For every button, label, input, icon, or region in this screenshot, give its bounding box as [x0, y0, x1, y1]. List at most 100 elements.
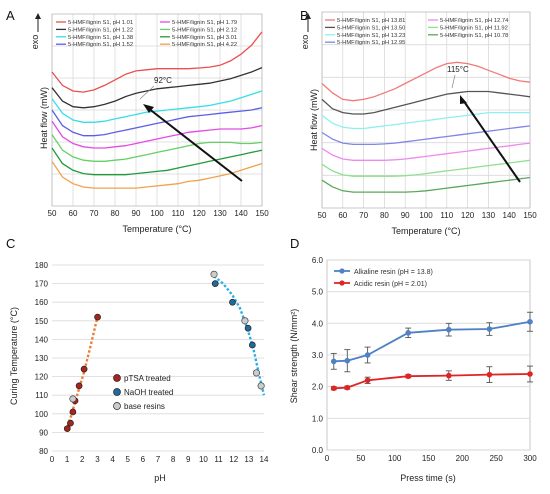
x-tick-label-b: 120 — [461, 211, 475, 220]
x-tick-label-c: 14 — [260, 455, 269, 464]
series-line-b — [321, 125, 531, 146]
legend-label-c: base resins — [124, 402, 165, 411]
x-tick-label-a: 80 — [111, 209, 120, 218]
panel-d: D 0.0 1.0 2.0 3.0 4.0 5.0 6.0 0 50 100 150 200 250 30… — [289, 236, 537, 483]
x-tick-label-c: 10 — [199, 455, 208, 464]
data-point-d — [486, 371, 493, 378]
exo-arrowhead-a — [35, 13, 41, 19]
x-tick-label-c: 12 — [229, 455, 238, 464]
legend-label-a: 5-HMF/lignin S1, pH 4.22 — [172, 42, 237, 48]
x-tick-label-d: 250 — [489, 454, 503, 463]
series-line-a — [51, 120, 263, 149]
data-point-d — [344, 357, 351, 364]
series-line-a — [51, 31, 263, 93]
data-point-d — [344, 384, 351, 391]
series-line-b — [321, 111, 530, 130]
panel-letter-b: B — [300, 8, 309, 23]
data-point-c — [69, 395, 77, 403]
exo-label-a: exo — [30, 35, 40, 50]
exo-arrowhead-b — [305, 13, 311, 19]
x-tick-label-b: 140 — [503, 211, 517, 220]
legend-label-a: 5-HMF/lignin S1, pH 3.01 — [172, 35, 237, 41]
data-point-c — [257, 382, 265, 390]
trend-arrow-b — [462, 99, 521, 183]
x-axis-label-d: Press time (s) — [400, 473, 456, 483]
data-point-d — [527, 318, 533, 325]
legend-label-b: 5-HMF/lignin S1, pH 11.92 — [440, 25, 508, 31]
data-point-d — [330, 385, 337, 392]
data-point-d — [364, 352, 371, 358]
legend-label-b: 5-HMF/lignin S1, pH 12.95 — [337, 40, 405, 46]
x-tick-label-c: 3 — [95, 455, 100, 464]
x-axis-label-c: pH — [154, 473, 166, 483]
legend-label-d: Acidic resin (pH = 2.01) — [354, 281, 427, 288]
series-line-b — [321, 159, 531, 177]
x-tick-label-c: 1 — [65, 455, 70, 464]
legend-marker-d — [339, 268, 345, 274]
y-tick-label-c: 120 — [35, 373, 49, 382]
x-tick-label-a: 70 — [90, 209, 99, 218]
y-tick-label-d: 5.0 — [312, 288, 324, 297]
x-tick-label-a: 50 — [48, 209, 57, 218]
data-point-c — [67, 419, 74, 427]
legend-label-b: 5-HMF/lignin S1, pH 13.81 — [337, 18, 405, 24]
data-point-d — [446, 372, 452, 379]
x-tick-label-d: 0 — [325, 454, 330, 463]
legend-marker-d — [339, 280, 345, 286]
series-line-a — [51, 147, 263, 176]
data-point-c — [248, 341, 256, 349]
x-tick-label-d: 200 — [456, 454, 470, 463]
legend-label-b: 5-HMF/lignin S1, pH 13.23 — [337, 33, 405, 39]
x-tick-label-a: 140 — [234, 209, 248, 218]
plot-frame-b — [321, 11, 531, 209]
x-tick-label-c: 7 — [156, 455, 161, 464]
y-tick-label-d: 3.0 — [312, 351, 324, 360]
x-tick-label-b: 80 — [380, 211, 389, 220]
series-line-a — [51, 160, 263, 189]
y-tick-label-c: 90 — [39, 428, 48, 437]
series-line-a — [51, 67, 263, 109]
x-tick-label-c: 0 — [50, 455, 55, 464]
y-tick-label-d: 4.0 — [312, 319, 324, 328]
data-point-c — [252, 369, 260, 377]
x-tick-label-c: 2 — [80, 455, 85, 464]
x-tick-label-c: 13 — [244, 455, 253, 464]
trend-arrowhead-a — [143, 104, 154, 113]
y-tick-label-d: 2.0 — [312, 383, 324, 392]
legend-label-a: 5-HMF/lignin S1, pH 1.79 — [172, 20, 237, 26]
x-tick-label-d: 50 — [356, 454, 365, 463]
trend-arrowhead-b — [460, 95, 467, 104]
y-tick-label-c: 170 — [35, 280, 49, 289]
legend-marker-c — [113, 374, 121, 382]
peak-annotation-a: 92°C — [154, 76, 172, 85]
x-tick-label-d: 150 — [422, 454, 436, 463]
series-line-d — [333, 373, 531, 390]
y-tick-label-c: 110 — [35, 391, 48, 400]
x-tick-label-a: 110 — [172, 209, 185, 218]
panel-b: B 50 60 70 80 90 100 110 120 130 140 150 Temperatu… — [300, 8, 537, 236]
y-tick-label-c: 180 — [35, 261, 49, 270]
data-point-c — [63, 425, 71, 433]
x-axis-label-b: Temperature (°C) — [391, 226, 460, 236]
data-point-c — [210, 270, 218, 278]
x-tick-label-b: 100 — [419, 211, 433, 220]
legend-label-a: 5-HMF/lignin S1, pH 1.01 — [68, 20, 133, 26]
x-tick-label-c: 6 — [141, 455, 146, 464]
x-tick-label-a: 90 — [132, 209, 141, 218]
y-tick-label-c: 150 — [35, 317, 49, 326]
legend-label-c: pTSA treated — [124, 374, 171, 383]
peak-annotation-b: 115°C — [447, 65, 469, 74]
x-tick-label-c: 4 — [110, 455, 115, 464]
x-tick-label-b: 150 — [523, 211, 537, 220]
x-tick-label-c: 11 — [214, 455, 223, 464]
y-axis-label-d: Shear strength (N/mm²) — [289, 309, 299, 404]
y-tick-label-c: 160 — [35, 298, 49, 307]
x-tick-label-b: 60 — [338, 211, 347, 220]
series-line-a — [51, 134, 263, 162]
legend-label-c: NaOH treated — [124, 388, 173, 397]
x-tick-label-b: 130 — [482, 211, 496, 220]
y-tick-label-d: 1.0 — [312, 414, 324, 423]
series-line-b — [321, 61, 531, 102]
data-point-d — [486, 326, 493, 332]
